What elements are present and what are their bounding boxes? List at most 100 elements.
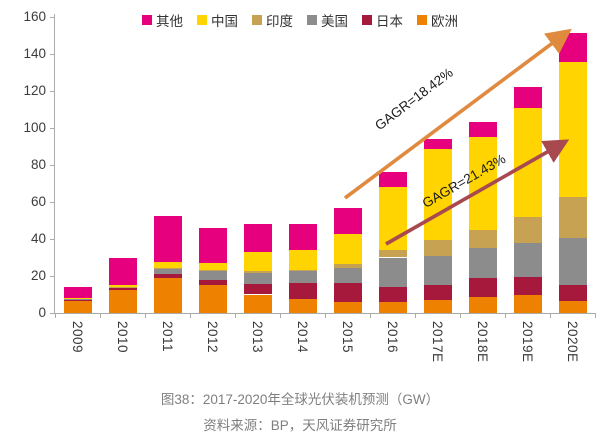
bar-segment-其他 [153,215,182,263]
bar-segment-其他 [558,32,587,63]
legend-item-印度: 印度 [252,10,293,30]
bar-segment-印度 [333,263,362,268]
legend-label: 中国 [211,14,238,29]
bar-segment-中国 [63,298,92,300]
y-tick-label: 100 [23,120,46,135]
bar-segment-其他 [333,207,362,235]
bar-segment-其他 [63,287,92,299]
y-tick-mark [50,17,54,18]
bar-segment-日本 [198,279,227,286]
bar-segment-中国 [198,263,227,271]
legend-item-美国: 美国 [307,10,348,30]
x-tick-mark [505,314,506,318]
y-tick-label: 80 [30,157,46,172]
x-axis-label: 2009 [69,321,85,354]
bar-segment-欧洲 [288,299,317,313]
y-axis-line [54,14,55,314]
legend-item-中国: 中国 [197,10,238,30]
bar-segment-其他 [108,257,137,286]
bar-segment-印度 [153,267,182,269]
bar-segment-中国 [378,187,407,251]
x-axis-label: 2020E [564,321,580,363]
x-axis-line [54,313,596,314]
bar-segment-美国 [153,268,182,275]
bar-segment-中国 [108,285,137,287]
legend-swatch [307,15,317,25]
bar-segment-欧洲 [333,301,362,313]
legend-item-日本: 日本 [362,10,403,30]
bar-segment-欧洲 [108,289,137,313]
bar-segment-欧洲 [153,277,182,313]
bar-segment-印度 [243,271,272,274]
x-axis-label: 2015 [339,321,355,354]
x-tick-mark [100,314,101,318]
x-axis-label: 2016 [384,321,400,354]
bar-segment-欧洲 [243,294,272,313]
x-tick-mark [460,314,461,318]
legend-swatch [362,15,372,25]
bar-segment-美国 [243,273,272,285]
bar-segment-其他 [423,139,452,150]
bar-segment-美国 [288,271,317,284]
x-tick-mark [145,314,146,318]
y-tick-mark [50,276,54,277]
bar-segment-中国 [333,234,362,264]
bar-segment-其他 [513,87,542,108]
y-tick-label: 120 [23,83,46,98]
chart-source: 资料来源：BP，天风证券研究所 [203,418,397,433]
legend-swatch [417,15,427,25]
bar-segment-日本 [558,285,587,301]
bar-segment-中国 [558,62,587,198]
bar-segment-其他 [288,224,317,251]
x-axis-label: 2012 [204,321,220,354]
legend-swatch [142,15,152,25]
bar-segment-印度 [468,229,497,249]
legend-label: 印度 [266,14,293,29]
y-tick-label: 140 [23,46,46,61]
bar-segment-美国 [558,238,587,286]
legend-item-其他: 其他 [142,10,183,30]
bar-segment-欧洲 [558,300,587,313]
bar-segment-欧洲 [468,297,497,313]
bar-segment-其他 [378,172,407,188]
bar-segment-中国 [288,250,317,270]
bar-segment-欧洲 [378,301,407,313]
bar-segment-印度 [198,270,227,272]
bar-segment-美国 [63,299,92,301]
y-tick-mark [50,202,54,203]
y-tick-mark [50,165,54,166]
x-axis-label: 2014 [294,321,310,354]
bar-segment-欧洲 [198,285,227,313]
legend-label: 美国 [321,14,348,29]
x-tick-mark [370,314,371,318]
bar-segment-欧洲 [63,300,92,313]
legend-label: 欧洲 [431,14,458,29]
y-tick-mark [50,91,54,92]
y-tick-label: 160 [23,9,46,24]
bar-segment-美国 [108,287,137,289]
bar-segment-美国 [423,255,452,286]
bar-segment-印度 [558,197,587,239]
cagr-label-upper: GAGR=18.42% [372,64,456,134]
bar-segment-欧洲 [513,295,542,313]
bar-segment-美国 [378,257,407,288]
bar-segment-美国 [198,271,227,280]
y-tick-label: 60 [30,194,46,209]
y-tick-label: 20 [30,268,46,283]
chart-title: 图38：2017-2020年全球光伏装机预测（GW） [160,392,440,407]
legend-swatch [252,15,262,25]
bar-segment-印度 [288,269,317,272]
x-tick-mark [415,314,416,318]
x-tick-mark [325,314,326,318]
y-tick-mark [50,239,54,240]
x-tick-mark [190,314,191,318]
bar-segment-日本 [423,285,452,301]
bar-segment-印度 [378,250,407,258]
bar-segment-日本 [243,284,272,295]
y-tick-label: 40 [30,231,46,246]
bar-segment-日本 [288,283,317,300]
chart-legend: 其他 中国 印度 美国 日本 欧洲 [0,10,600,30]
y-tick-label: 0 [38,305,46,320]
